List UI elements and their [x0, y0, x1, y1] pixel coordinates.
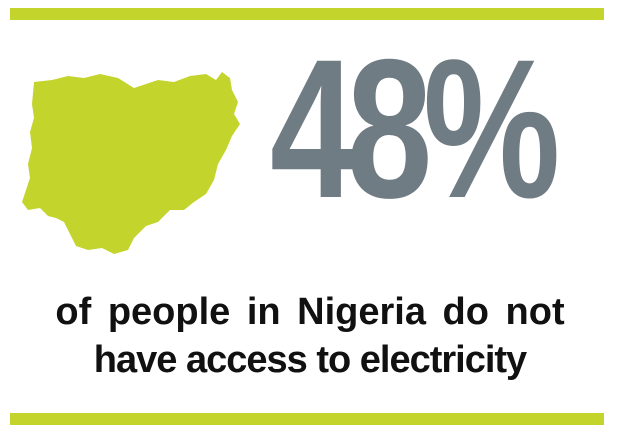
nigeria-map-icon: [22, 72, 240, 254]
top-divider-bar: [10, 8, 604, 20]
bottom-divider-bar: [10, 413, 604, 425]
nigeria-map-shape: [22, 72, 240, 254]
stat-caption-line-2: have access to electricity: [93, 339, 527, 381]
stat-value: 48%: [270, 18, 560, 239]
stat-caption-line-1: of people in Nigeria do not: [55, 291, 565, 333]
